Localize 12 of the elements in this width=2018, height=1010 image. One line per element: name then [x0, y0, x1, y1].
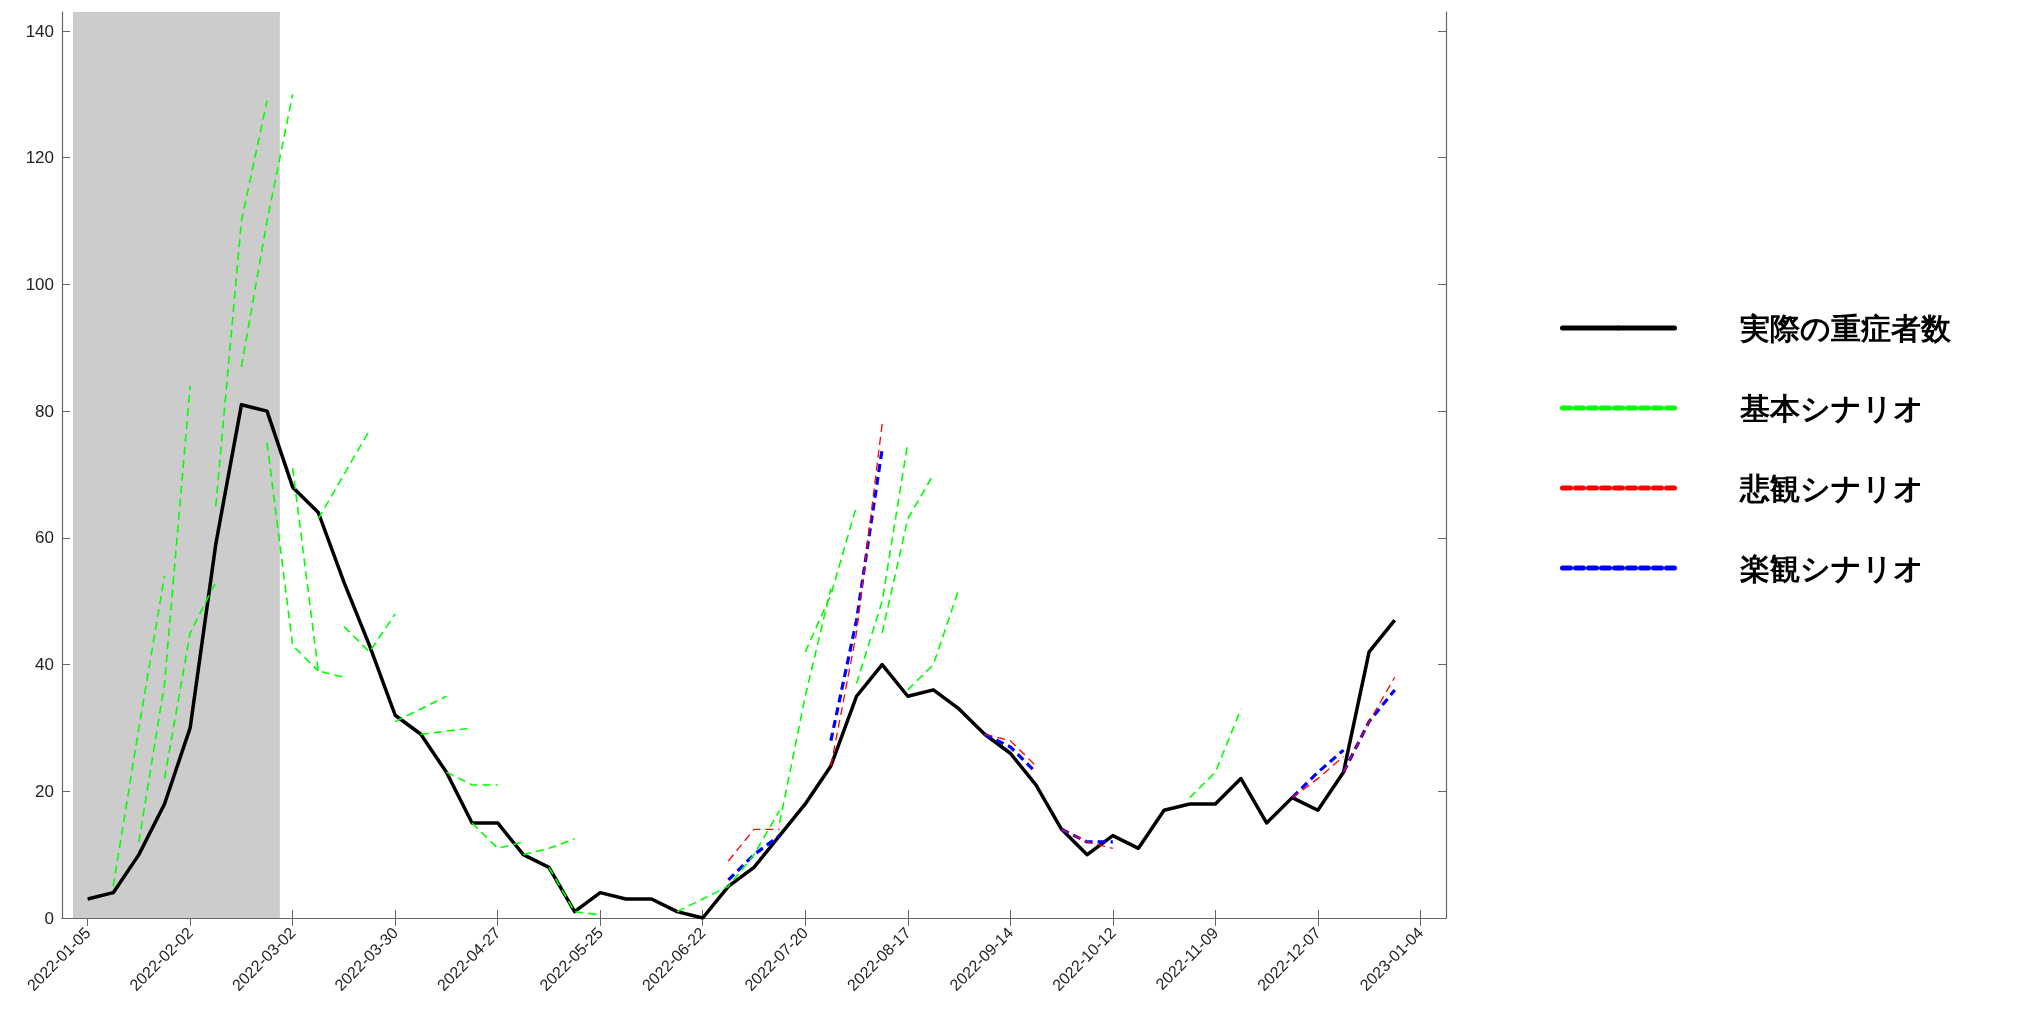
- y-tick-label: 20: [35, 781, 54, 801]
- y-tick-label: 120: [25, 148, 54, 168]
- y-tick-label: 80: [35, 401, 54, 421]
- legend-label: 実際の重症者数: [1738, 311, 1952, 345]
- y-tick-label: 0: [44, 908, 54, 928]
- y-tick-label: 40: [35, 655, 54, 675]
- y-tick-label: 60: [35, 528, 54, 548]
- y-tick-label: 140: [25, 21, 54, 41]
- y-tick-label: 100: [25, 274, 54, 294]
- legend-label: 楽観シナリオ: [1738, 551, 1924, 585]
- legend-label: 悲観シナリオ: [1738, 471, 1924, 505]
- legend-label: 基本シナリオ: [1738, 391, 1924, 425]
